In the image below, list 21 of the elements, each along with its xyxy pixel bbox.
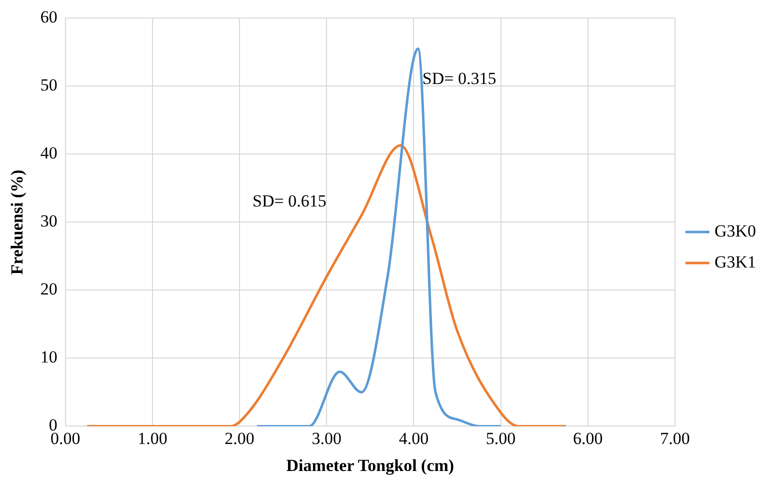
annotation: SD= 0.315 — [422, 68, 496, 88]
x-tick-label: 4.00 — [398, 428, 429, 448]
y-tick-label: 30 — [40, 212, 58, 231]
x-tick-label: 2.00 — [224, 428, 254, 448]
y-tick-label: 50 — [40, 76, 58, 95]
x-tick-label: 1.00 — [138, 428, 168, 448]
x-tick-label: 7.00 — [660, 428, 690, 448]
y-tick-label: 40 — [40, 144, 58, 163]
line-series — [256, 48, 502, 426]
x-tick-label: 5.00 — [486, 428, 516, 448]
x-tick-label: 6.00 — [572, 428, 603, 448]
annotation: SD= 0.615 — [252, 191, 326, 210]
y-axis-title: Frekuensi (%) — [8, 170, 27, 275]
line-series — [86, 144, 568, 426]
legend-label: G3K1 — [714, 252, 756, 272]
legend-label: G3K0 — [714, 221, 756, 240]
y-tick-label: 10 — [40, 348, 58, 367]
y-tick-label: 60 — [40, 8, 58, 27]
x-tick-label: 3.00 — [312, 428, 342, 448]
y-tick-label: 20 — [40, 280, 58, 299]
x-axis-title: Diameter Tongkol (cm) — [286, 456, 454, 476]
